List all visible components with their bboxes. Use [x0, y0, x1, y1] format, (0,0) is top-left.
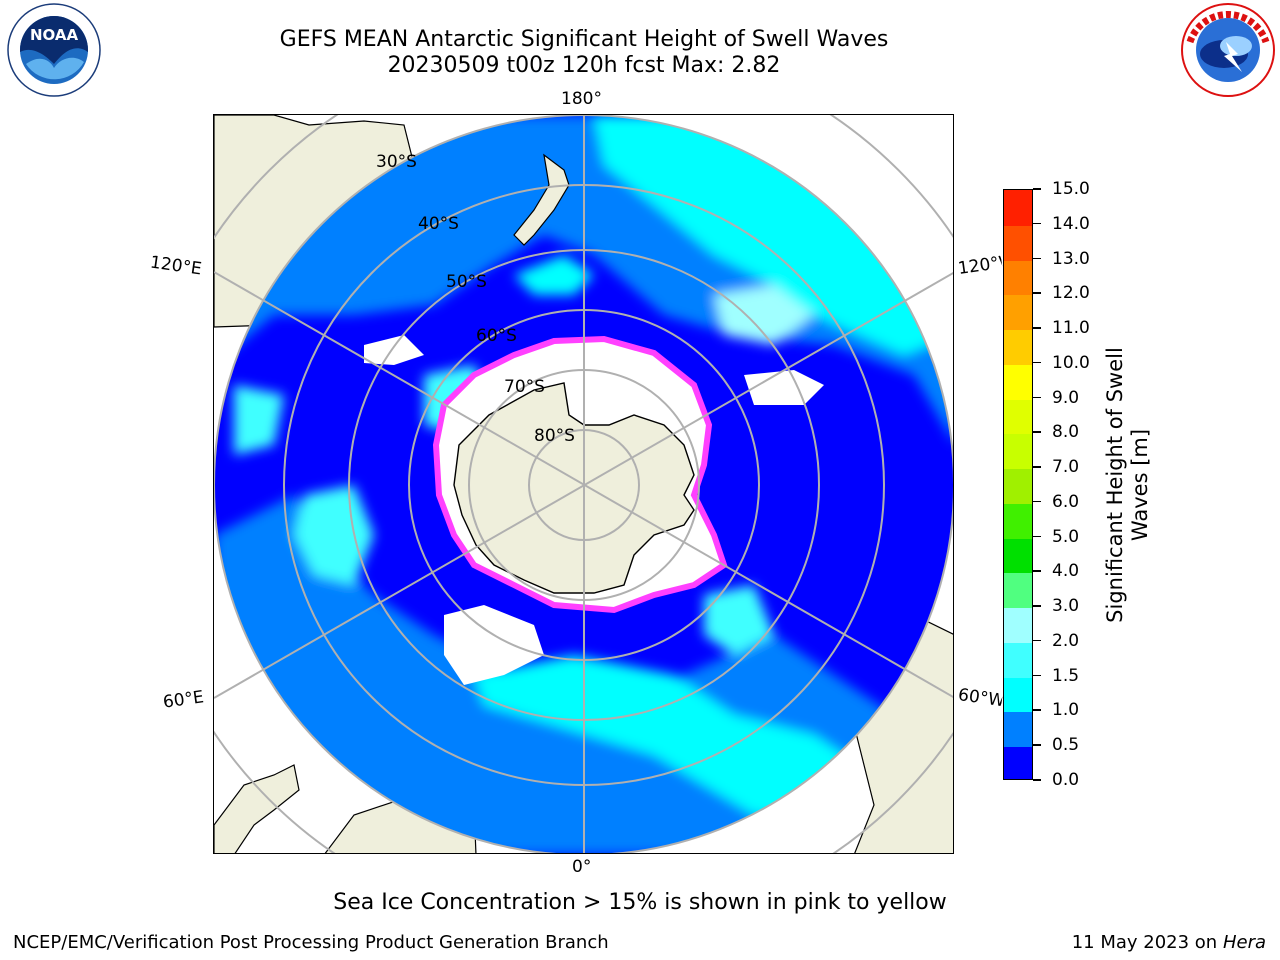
lon-label-180: 180° — [561, 89, 602, 109]
colorbar — [1003, 189, 1033, 780]
colorbar-tick — [1033, 327, 1041, 329]
colorbar-segment — [1004, 190, 1032, 226]
colorbar-segment — [1004, 468, 1032, 504]
colorbar-tick-label: 12.0 — [1052, 283, 1090, 304]
run-date-text: 11 May 2023 on — [1071, 932, 1218, 953]
colorbar-segment — [1004, 329, 1032, 365]
sea-ice-note: Sea Ice Concentration > 15% is shown in … — [333, 890, 947, 915]
colorbar-segment — [1004, 398, 1032, 435]
machine-name: Hera — [1222, 932, 1266, 953]
colorbar-tick-label: 13.0 — [1052, 248, 1090, 269]
national-weather-service-logo — [1181, 3, 1275, 97]
graticule — [214, 115, 953, 853]
lon-label-120e: 120°E — [148, 252, 203, 280]
colorbar-tick-label: 9.0 — [1052, 387, 1080, 408]
colorbar-tick-label: 3.0 — [1052, 596, 1080, 617]
colorbar-title-text: Significant Height of Swell Waves [m] — [1103, 347, 1152, 623]
colorbar-tick-label: 11.0 — [1052, 318, 1090, 339]
colorbar-tick — [1033, 639, 1041, 642]
lat-label-50: 50°S — [446, 272, 487, 292]
colorbar-title: Significant Height of Swell Waves [m] — [1103, 315, 1153, 655]
colorbar-tick — [1033, 396, 1041, 399]
colorbar-tick — [1033, 188, 1041, 190]
colorbar-tick — [1033, 535, 1041, 538]
run-date: 11 May 2023 on Hera — [1072, 932, 1266, 953]
noaa-logo: NOAA — [7, 3, 101, 97]
colorbar-tick-label: 14.0 — [1052, 213, 1090, 234]
colorbar-tick — [1033, 257, 1041, 260]
colorbar-segment — [1004, 746, 1032, 779]
colorbar-segment — [1004, 711, 1032, 748]
colorbar-tick — [1033, 500, 1041, 503]
colorbar-tick — [1033, 222, 1041, 225]
colorbar-segment — [1004, 363, 1032, 400]
colorbar-tick-label: 0.0 — [1052, 770, 1080, 790]
colorbar-segment — [1004, 641, 1032, 678]
lat-label-30: 30°S — [376, 152, 417, 172]
colorbar-tick-label: 15.0 — [1052, 179, 1090, 199]
lon-label-0: 0° — [572, 857, 592, 877]
colorbar-tick-label: 8.0 — [1052, 422, 1080, 443]
map-subtitle: 20230509 t00z 120h fcst Max: 2.82 — [387, 53, 781, 78]
lat-label-60: 60°S — [476, 326, 517, 346]
lon-label-120w: 120°W — [956, 253, 1004, 279]
colorbar-tick — [1033, 674, 1041, 677]
colorbar-segment — [1004, 572, 1032, 609]
colorbar-tick-label: 1.0 — [1052, 700, 1080, 721]
colorbar-segment — [1004, 676, 1032, 713]
colorbar-tick — [1033, 361, 1041, 364]
colorbar-tick — [1033, 779, 1041, 781]
colorbar-tick-label: 5.0 — [1052, 526, 1080, 547]
new-zealand — [513, 153, 570, 246]
colorbar-tick-label: 4.0 — [1052, 561, 1080, 582]
colorbar-tick — [1033, 605, 1041, 607]
colorbar-segment — [1004, 607, 1032, 643]
lat-label-40: 40°S — [418, 214, 459, 234]
polar-map-canvas — [214, 115, 953, 853]
colorbar-tick-label: 7.0 — [1052, 457, 1080, 478]
colorbar-segment — [1004, 502, 1032, 539]
colorbar-tick — [1033, 570, 1041, 572]
lon-label-60w: 60°W — [956, 685, 1004, 711]
colorbar-tick — [1033, 744, 1041, 746]
colorbar-tick — [1033, 292, 1041, 294]
colorbar-tick — [1033, 431, 1041, 433]
colorbar-tick-label: 10.0 — [1052, 352, 1090, 373]
antarctica-land — [453, 382, 695, 594]
colorbar-segment — [1004, 537, 1032, 574]
map-title: GEFS MEAN Antarctic Significant Height o… — [279, 27, 889, 52]
lat-label-70: 70°S — [504, 377, 545, 397]
svg-text:NOAA: NOAA — [30, 26, 79, 44]
colorbar-segment — [1004, 224, 1032, 261]
colorbar-tick-label: 1.5 — [1052, 665, 1080, 686]
lon-label-60e: 60°E — [161, 687, 206, 713]
credit-line: NCEP/EMC/Verification Post Processing Pr… — [13, 932, 609, 953]
colorbar-tick — [1033, 709, 1041, 711]
colorbar-segment — [1004, 294, 1032, 331]
colorbar-tick-label: 0.5 — [1052, 735, 1080, 756]
lat-label-80: 80°S — [534, 426, 575, 446]
colorbar-tick — [1033, 466, 1041, 468]
colorbar-segment — [1004, 259, 1032, 296]
polar-map: 30°S 40°S 50°S 60°S 70°S 80°S — [213, 114, 954, 854]
colorbar-segment — [1004, 433, 1032, 470]
colorbar-tick-label: 6.0 — [1052, 491, 1080, 512]
swell-field — [214, 115, 953, 853]
colorbar-tick-label: 2.0 — [1052, 630, 1080, 651]
